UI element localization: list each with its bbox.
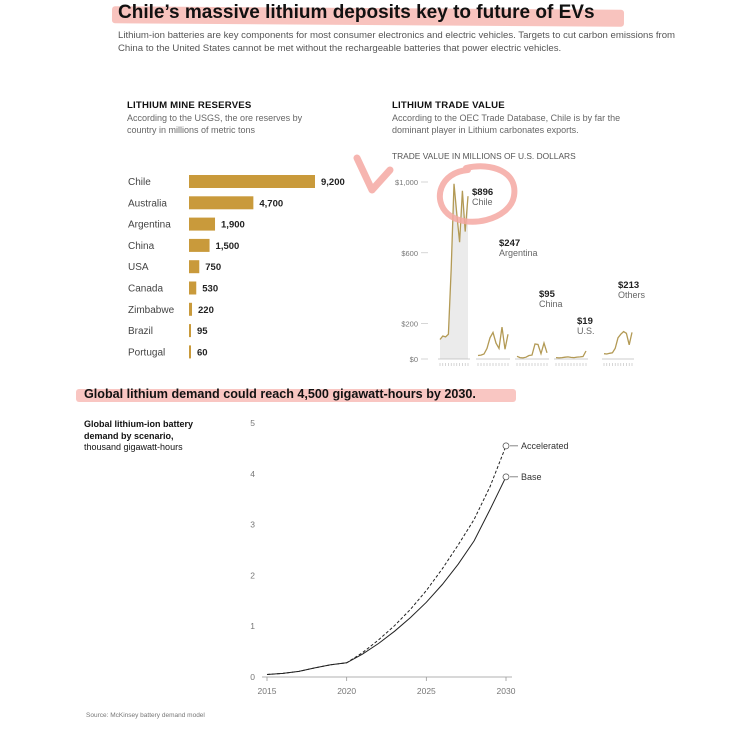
check-mark-annotation bbox=[353, 154, 394, 194]
demand-label-bold: Global lithium-ion battery demand by sce… bbox=[84, 419, 194, 441]
bar-value-label: 220 bbox=[198, 305, 214, 316]
trade-y-tick-label: $600 bbox=[401, 249, 418, 258]
bar-category-label: Brazil bbox=[128, 326, 153, 337]
demand-y-tick-label: 4 bbox=[250, 469, 255, 479]
bar-value-label: 60 bbox=[197, 347, 208, 358]
source-note: Source: McKinsey battery demand model bbox=[86, 712, 205, 719]
trade-title: LITHIUM TRADE VALUE bbox=[392, 100, 505, 111]
trade-value-label: $213 bbox=[618, 280, 639, 291]
bar-portugal bbox=[189, 345, 191, 359]
bar-brazil bbox=[189, 324, 191, 338]
trade-line-others bbox=[603, 330, 633, 355]
bar-category-label: China bbox=[128, 241, 155, 252]
demand-y-tick-label: 1 bbox=[250, 621, 255, 631]
bar-value-label: 9,200 bbox=[321, 177, 345, 188]
bar-usa bbox=[189, 260, 200, 274]
demand-endpoint-accelerated bbox=[502, 442, 510, 450]
demand-x-tick-label: 2025 bbox=[417, 686, 436, 696]
demand-series-label: Accelerated bbox=[521, 441, 569, 451]
bar-zimbabwe bbox=[189, 302, 193, 316]
bar-category-label: Australia bbox=[128, 198, 167, 209]
trade-series-label: U.S. bbox=[577, 326, 595, 336]
bar-category-label: Portugal bbox=[128, 347, 165, 358]
bar-value-label: 1,500 bbox=[216, 241, 240, 252]
demand-x-tick-label: 2030 bbox=[497, 686, 516, 696]
demand-y-tick-label: 3 bbox=[250, 520, 255, 530]
bar-value-label: 4,700 bbox=[259, 198, 283, 209]
bar-value-label: 1,900 bbox=[221, 220, 245, 231]
bar-china bbox=[189, 238, 210, 252]
trade-series-label: Others bbox=[618, 290, 646, 300]
demand-label-unit: thousand gigawatt-hours bbox=[84, 442, 183, 453]
bar-category-label: USA bbox=[128, 262, 149, 273]
trade-unit-label: TRADE VALUE IN MILLIONS OF U.S. DOLLARS bbox=[392, 151, 576, 161]
demand-y-tick-label: 2 bbox=[250, 570, 255, 580]
trade-series-label: China bbox=[539, 299, 563, 309]
bar-value-label: 530 bbox=[202, 284, 218, 295]
bar-category-label: Canada bbox=[128, 284, 163, 295]
bar-value-label: 750 bbox=[205, 262, 221, 273]
headline-highlight bbox=[76, 389, 516, 402]
circle-annotation bbox=[436, 163, 518, 225]
trade-line-argentina bbox=[477, 327, 509, 357]
trade-value-label: $19 bbox=[577, 316, 593, 327]
bar-canada bbox=[189, 281, 197, 295]
demand-series-label: Base bbox=[521, 472, 542, 482]
demand-y-tick-label: 5 bbox=[250, 418, 255, 428]
reserves-bar-chart: Chile 9,200 Australia 4,700 Argentina 1,900 Ch… bbox=[128, 154, 394, 359]
trade-series-label: Chile bbox=[472, 197, 493, 207]
intro-text: Lithium-ion batteries are key components… bbox=[118, 30, 676, 54]
reserves-title: LITHIUM MINE RESERVES bbox=[127, 100, 252, 111]
trade-subtitle: According to the OEC Trade Database, Chi… bbox=[392, 113, 621, 135]
trade-line-u-s bbox=[555, 350, 587, 359]
demand-x-tick-label: 2015 bbox=[258, 686, 277, 696]
bar-australia bbox=[189, 196, 254, 210]
trade-line-china bbox=[516, 340, 548, 359]
demand-chart-label: Global lithium-ion battery demand by sce… bbox=[84, 419, 224, 454]
demand-y-tick-label: 0 bbox=[250, 672, 255, 682]
demand-endpoint-base bbox=[502, 473, 510, 481]
trade-line-chile bbox=[439, 183, 469, 340]
trade-value-label: $896 bbox=[472, 187, 493, 198]
trade-y-tick-label: $0 bbox=[410, 355, 418, 364]
demand-line-base bbox=[266, 476, 507, 675]
trade-value-label: $95 bbox=[539, 289, 556, 300]
bar-category-label: Argentina bbox=[128, 220, 171, 231]
demand-headline: Global lithium demand could reach 4,500 … bbox=[84, 387, 476, 401]
page-title: Chile’s massive lithium deposits key to … bbox=[118, 2, 595, 23]
demand-line-accelerated bbox=[266, 445, 507, 675]
trade-y-tick-label: $200 bbox=[401, 320, 418, 329]
bar-value-label: 95 bbox=[197, 326, 208, 337]
bar-category-label: Zimbabwe bbox=[128, 305, 175, 316]
trade-value-label: $247 bbox=[499, 238, 520, 249]
trade-series-label: Argentina bbox=[499, 248, 538, 258]
bar-chile bbox=[189, 175, 315, 188]
demand-x-tick-label: 2020 bbox=[337, 686, 356, 696]
bar-category-label: Chile bbox=[128, 177, 151, 188]
trade-y-tick-label: $1,000 bbox=[395, 178, 418, 187]
bar-argentina bbox=[189, 217, 216, 231]
reserves-subtitle: According to the USGS, the ore reserves … bbox=[127, 113, 303, 135]
